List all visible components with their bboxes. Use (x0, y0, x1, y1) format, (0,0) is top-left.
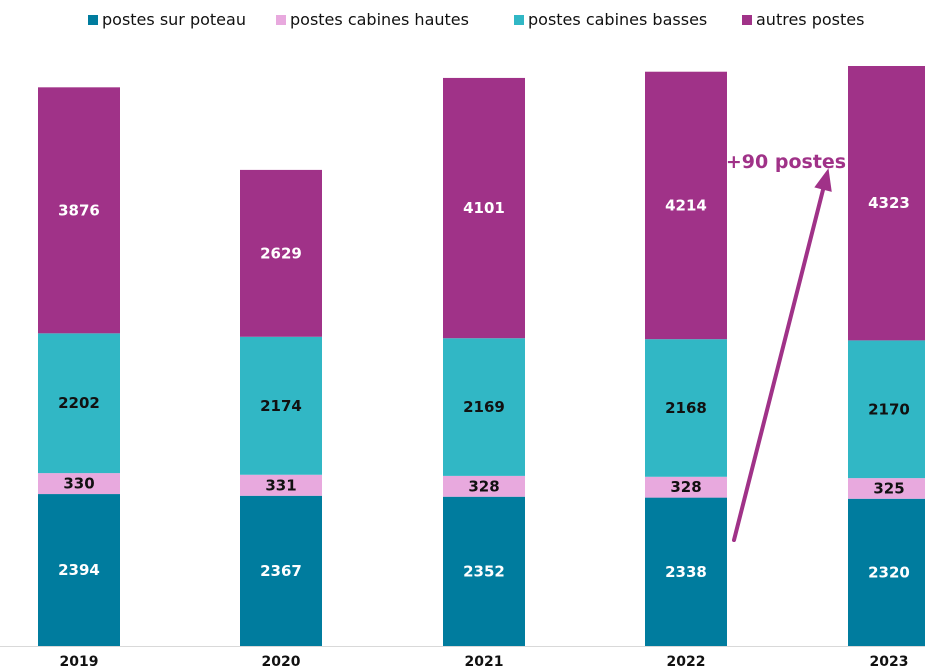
legend-item: postes sur poteau (88, 10, 246, 29)
data-label: 2352 (463, 562, 505, 580)
bar-segment (240, 495, 322, 646)
bar-segment (443, 475, 525, 497)
bar-segment (240, 169, 322, 337)
bar-segment (848, 478, 925, 499)
data-label: 330 (63, 475, 94, 493)
legend: postes sur poteau postes cabines hautes po… (88, 10, 864, 29)
bar-segment (848, 340, 925, 479)
x-axis: 2019 2020 2021 2022 2023 (0, 646, 925, 670)
data-label: 2394 (58, 561, 100, 579)
bar-segment (645, 71, 727, 340)
annotation: +90 postes (726, 151, 846, 542)
bar-segment (240, 474, 322, 496)
bar-segment (645, 339, 727, 477)
bar-segment (240, 336, 322, 475)
data-label: 3876 (58, 201, 100, 219)
data-label: 325 (873, 479, 904, 497)
bars (38, 66, 925, 646)
bar-segment (645, 497, 727, 646)
x-tick-label: 2022 (667, 654, 706, 670)
data-label: 2202 (58, 394, 100, 412)
legend-label: postes sur poteau (102, 10, 246, 29)
bar-segment (38, 494, 120, 646)
annotation-arrow (732, 176, 828, 542)
bar-segment (443, 496, 525, 646)
legend-label: autres postes (756, 10, 864, 29)
data-label: 331 (265, 476, 296, 494)
data-label: 2170 (868, 400, 910, 418)
data-label: 2169 (463, 398, 505, 416)
x-tick-label: 2020 (262, 654, 301, 670)
data-label: 4214 (665, 196, 707, 214)
data-label: 4101 (463, 199, 505, 217)
bar-segment (848, 498, 925, 646)
bar-segment (848, 66, 925, 341)
x-tick-label: 2019 (60, 654, 99, 670)
data-label: 328 (468, 477, 499, 495)
legend-label: postes cabines hautes (290, 10, 469, 29)
annotation-text: +90 postes (726, 151, 846, 173)
data-label: 2338 (665, 563, 707, 581)
annotation-arrow-head (814, 168, 832, 192)
legend-item: postes cabines hautes (276, 10, 469, 29)
data-label: 2168 (665, 399, 707, 417)
bar-segment (443, 77, 525, 339)
legend-item: postes cabines basses (514, 10, 707, 29)
bar-segment (38, 473, 120, 495)
bar-segment (443, 338, 525, 476)
legend-label: postes cabines basses (528, 10, 707, 29)
data-label: 2629 (260, 244, 302, 262)
data-label: 2174 (260, 397, 302, 415)
legend-swatch (88, 15, 98, 25)
legend-item: autres postes (742, 10, 864, 29)
data-label: 328 (670, 478, 701, 496)
x-tick-label: 2023 (870, 654, 909, 670)
bar-segment (38, 87, 120, 334)
data-label: 2320 (868, 563, 910, 581)
legend-swatch (742, 15, 752, 25)
legend-swatch (276, 15, 286, 25)
data-label: 2367 (260, 562, 302, 580)
segment-labels: 2394 330 2202 3876 2367 331 2174 2629 2352 328 216… (58, 194, 910, 581)
data-label: 4323 (868, 194, 910, 212)
legend-swatch (514, 15, 524, 25)
x-tick-label: 2021 (465, 654, 504, 670)
bar-segment (645, 476, 727, 498)
bar-segment (38, 333, 120, 474)
